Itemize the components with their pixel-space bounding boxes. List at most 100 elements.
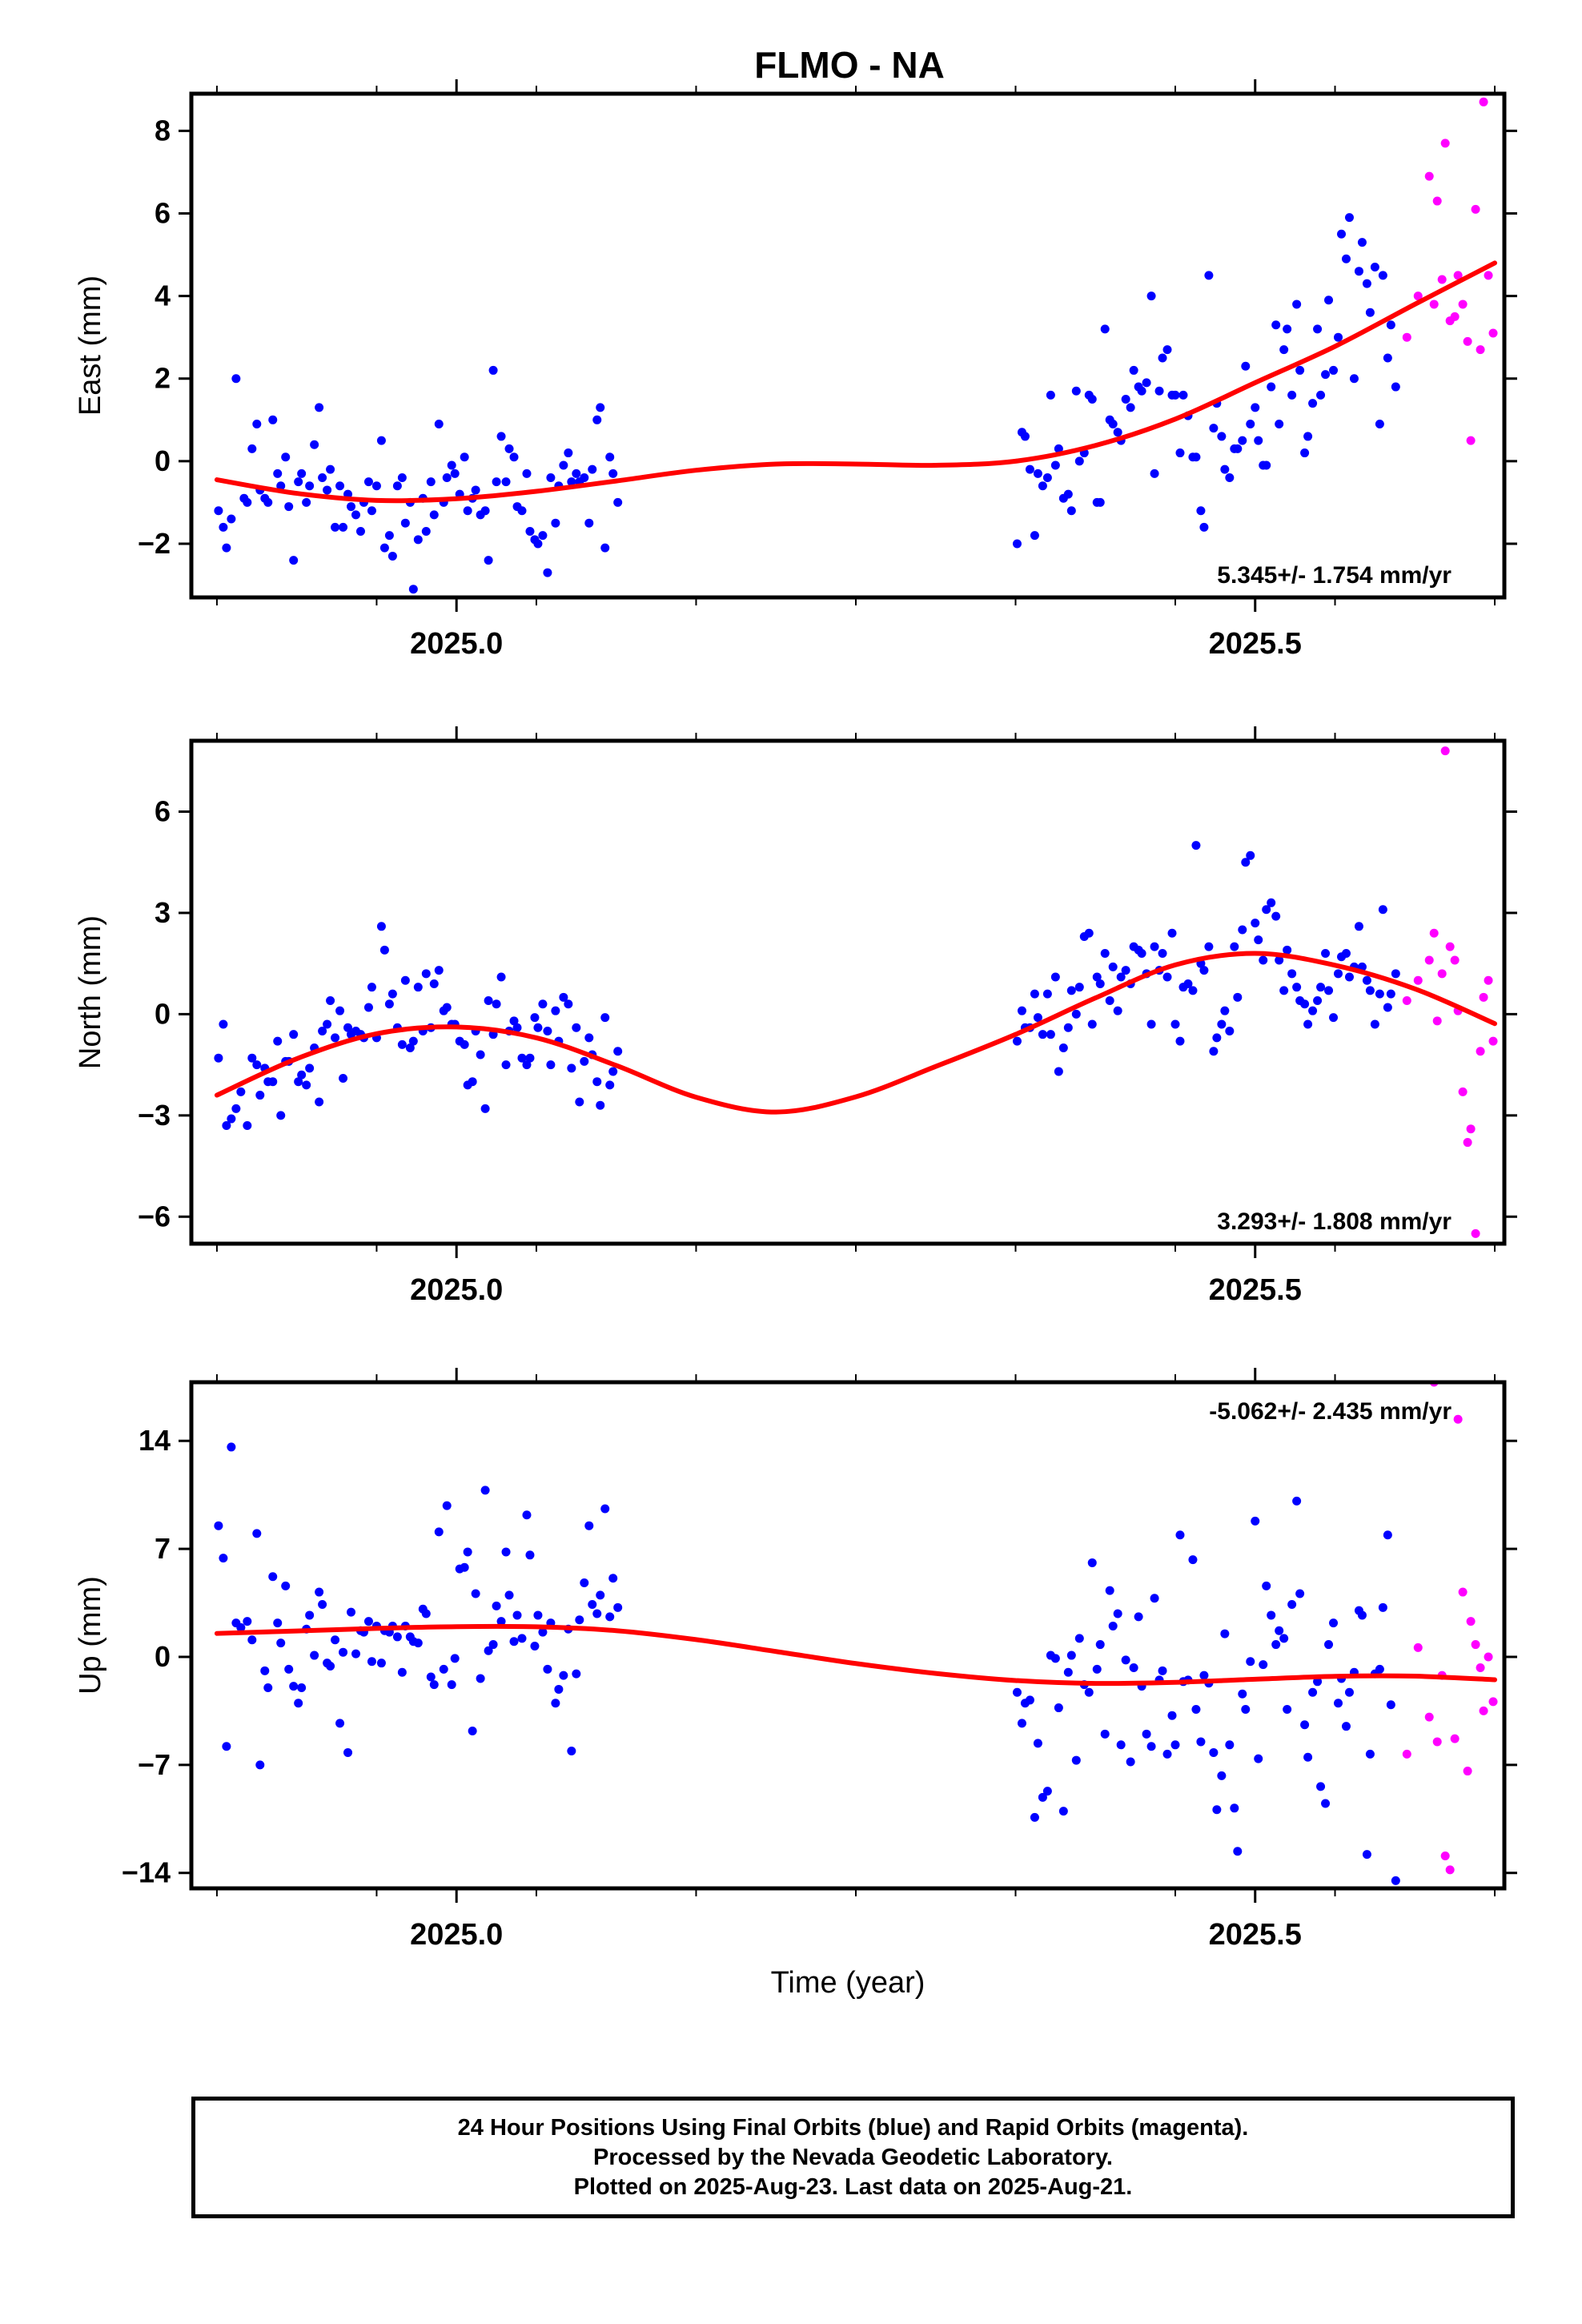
up-point-final	[219, 1554, 228, 1563]
east-point-final	[1292, 300, 1302, 309]
east-point-final	[580, 472, 589, 482]
east-point-rapid	[1424, 171, 1434, 181]
north-point-final	[1084, 928, 1094, 938]
up-point-final	[1341, 1722, 1351, 1731]
up-point-final	[588, 1599, 597, 1609]
north-point-final	[476, 1050, 485, 1059]
east-point-final	[1316, 390, 1326, 400]
north-point-final	[222, 1120, 231, 1130]
up-xlabel: Time (year)	[771, 1966, 926, 2000]
up-point-final	[522, 1510, 532, 1520]
north-point-final	[522, 1060, 532, 1070]
east-point-final	[297, 468, 307, 478]
north-point-final	[1183, 979, 1193, 988]
east-point-final	[1233, 444, 1243, 453]
east-point-final	[543, 568, 552, 577]
up-point-final	[305, 1610, 315, 1620]
east-point-final	[434, 419, 444, 428]
east-point-final	[596, 403, 605, 412]
east-point-final	[492, 477, 501, 487]
up-point-final	[1058, 1807, 1068, 1816]
east-point-final	[460, 452, 469, 462]
up-point-final	[1262, 1581, 1271, 1590]
east-point-final	[1344, 213, 1354, 223]
east-point-rapid	[1432, 196, 1442, 206]
east-point-final	[243, 497, 252, 507]
east-point-final	[426, 477, 436, 487]
up-point-final	[1303, 1752, 1313, 1762]
up-point-rapid	[1424, 1712, 1434, 1722]
east-point-final	[289, 556, 299, 565]
footer-note-box: 24 Hour Positions Using Final Orbits (bl…	[191, 2097, 1515, 2218]
east-point-final	[276, 481, 286, 491]
east-point-rapid	[1440, 139, 1450, 148]
up-point-final	[252, 1529, 262, 1538]
up-point-final	[1365, 1749, 1375, 1759]
up-point-final	[343, 1747, 353, 1757]
up-point-final	[1105, 1586, 1114, 1595]
up-point-final	[468, 1726, 477, 1735]
up-ytick-label: 7	[155, 1532, 171, 1565]
north-point-final	[1321, 949, 1331, 959]
north-point-rapid	[1432, 1016, 1442, 1026]
up-point-final	[1378, 1602, 1387, 1612]
east-point-rapid	[1458, 300, 1468, 309]
east-point-final	[1287, 390, 1297, 400]
north-ytick-label: 6	[155, 795, 171, 828]
east-point-final	[1262, 460, 1271, 470]
up-point-final	[1308, 1687, 1318, 1697]
up-point-final	[504, 1590, 514, 1600]
up-point-final	[1212, 1805, 1222, 1815]
east-point-final	[1321, 370, 1331, 380]
up-point-final	[613, 1602, 623, 1612]
up-panel: −14 −7 0 7 14 2025.0 2025.5 Up (mm) -5.062+/- 2.…	[74, 1368, 1517, 2000]
up-point-final	[310, 1651, 319, 1660]
up-point-final	[318, 1599, 327, 1609]
up-point-final	[1283, 1704, 1292, 1714]
east-point-final	[421, 527, 431, 537]
east-point-final	[318, 472, 327, 482]
north-point-final	[236, 1087, 246, 1096]
east-point-final	[1050, 460, 1060, 470]
up-point-final	[447, 1680, 456, 1690]
north-point-final	[387, 989, 397, 999]
east-point-final	[1087, 395, 1097, 404]
up-point-final	[450, 1654, 460, 1663]
east-point-final	[1324, 296, 1334, 305]
north-point-final	[533, 1023, 543, 1032]
up-point-final	[1391, 1876, 1400, 1885]
east-point-final	[564, 448, 573, 458]
north-point-final	[1038, 1030, 1047, 1039]
up-point-rapid	[1450, 1734, 1460, 1743]
east-point-final	[1303, 432, 1313, 441]
north-point-final	[1316, 983, 1326, 992]
east-point-final	[1074, 456, 1084, 466]
north-point-final	[613, 1047, 623, 1056]
north-point-final	[384, 999, 394, 1009]
east-points	[214, 97, 1498, 594]
east-point-rapid	[1429, 300, 1439, 309]
up-point-final	[339, 1647, 348, 1657]
up-point-final	[255, 1760, 265, 1770]
east-point-final	[1046, 390, 1055, 400]
north-point-final	[367, 983, 376, 992]
up-point-final	[512, 1610, 522, 1620]
east-point-final	[525, 527, 535, 537]
north-point-final	[1167, 928, 1177, 938]
up-point-final	[281, 1581, 291, 1590]
east-point-final	[1283, 324, 1292, 334]
north-point-final	[294, 1077, 303, 1087]
up-point-rapid	[1471, 1640, 1480, 1650]
up-ytick-label: −14	[122, 1856, 171, 1889]
east-point-final	[1279, 345, 1289, 355]
north-point-final	[496, 972, 506, 982]
north-point-final	[1054, 1067, 1063, 1076]
up-point-final	[1012, 1687, 1022, 1697]
north-point-final	[1334, 969, 1343, 979]
east-point-rapid	[1437, 275, 1447, 284]
east-point-final	[572, 468, 581, 478]
north-point-final	[1030, 989, 1039, 999]
north-point-final	[1375, 989, 1384, 999]
east-point-final	[1158, 353, 1167, 363]
up-point-final	[533, 1610, 543, 1620]
